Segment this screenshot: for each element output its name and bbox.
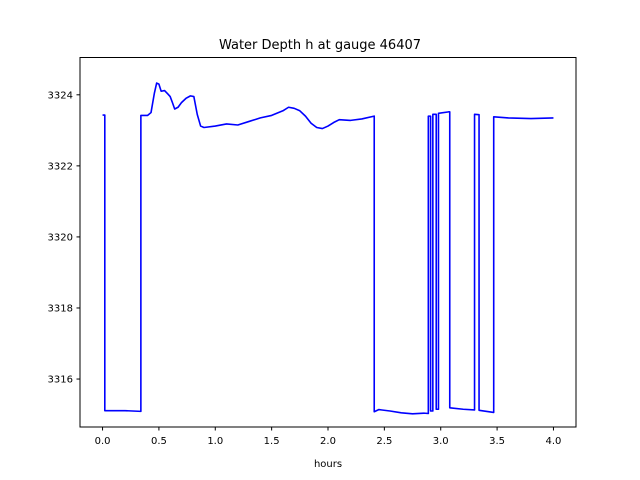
series-line [102, 82, 554, 415]
x-tick-label: 4.0 [546, 436, 562, 447]
y-tick-label: 3320 [48, 232, 73, 243]
x-axis-label: hours [314, 459, 342, 470]
x-tick-label: 2.0 [320, 436, 336, 447]
x-tick-label: 1.0 [207, 436, 223, 447]
x-tick-label: 0.5 [151, 436, 167, 447]
y-tick-label: 3324 [48, 90, 73, 101]
x-tick-label: 0.0 [95, 436, 111, 447]
chart-title: Water Depth h at gauge 46407 [219, 38, 421, 53]
series-layer [102, 82, 554, 415]
x-tick-label: 3.0 [433, 436, 449, 447]
x-tick-label: 2.5 [376, 436, 392, 447]
y-tick-label: 3322 [48, 161, 73, 172]
y-axis: 3316 3318 3320 3322 3324 [48, 90, 80, 386]
x-axis: 0.0 0.5 1.0 1.5 2.0 2.5 3.0 3.5 4.0 [95, 427, 562, 447]
y-tick-label: 3316 [48, 375, 73, 386]
y-tick-label: 3318 [48, 303, 73, 314]
x-tick-label: 3.5 [489, 436, 505, 447]
x-tick-label: 1.5 [264, 436, 280, 447]
